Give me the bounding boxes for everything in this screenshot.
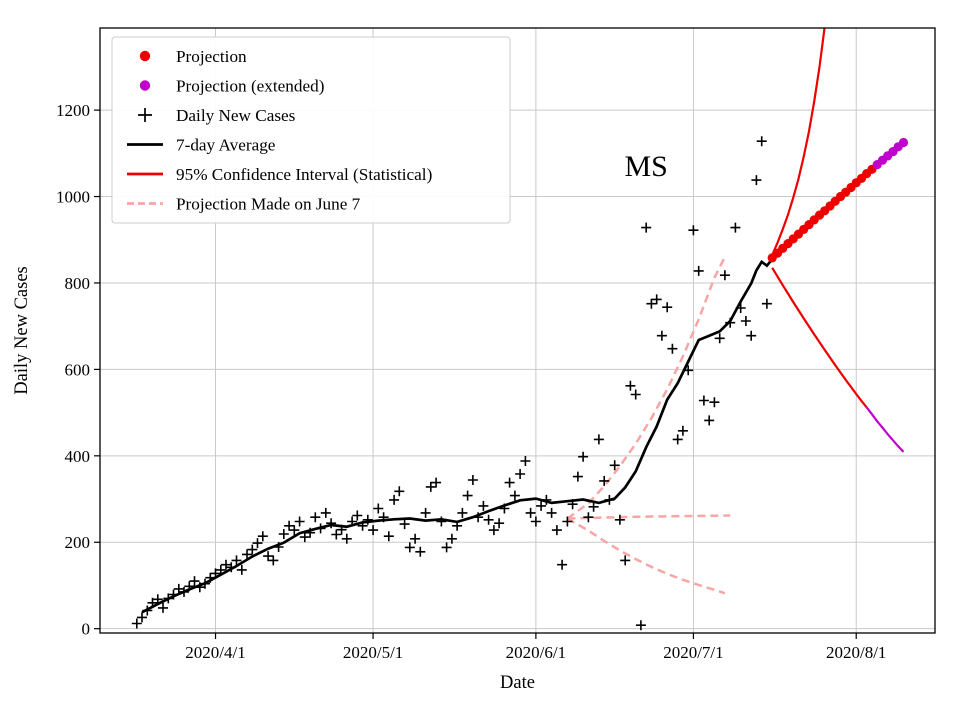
series-june7-projection-upper: [566, 256, 727, 520]
series-daily-new-cases: [131, 136, 772, 631]
x-axis-label: Date: [500, 673, 535, 693]
legend: Projection Projection (extended) Daily New…: [111, 36, 511, 224]
y-tick-label: 1200: [56, 101, 90, 120]
x-tick-label: 2020/8/1: [826, 643, 886, 662]
legend-item: Projection (extended): [139, 77, 324, 96]
legend-plus-marker: [138, 108, 152, 122]
legend-label: Projection (extended): [176, 77, 324, 96]
series-seven-day-average: [141, 258, 774, 614]
series-projection-extended: [872, 137, 909, 170]
series-layer: [131, 28, 909, 631]
y-tick-label: 800: [65, 274, 91, 293]
legend-label: Projection Made on June 7: [176, 195, 361, 214]
y-tick-label: 1000: [56, 187, 90, 206]
legend-item: Projection: [139, 47, 247, 66]
legend-label: Projection: [176, 47, 247, 66]
x-tick-label: 2020/4/1: [185, 643, 245, 662]
series-june7-projection-middle: [567, 514, 731, 520]
grid: [100, 28, 935, 633]
legend-label: 95% Confidence Interval (Statistical): [176, 165, 432, 184]
series-ci-lower: [771, 267, 868, 409]
series-june7-projection-lower: [566, 517, 726, 595]
legend-dot-marker: [139, 50, 151, 62]
series-ci-lower-extended: [865, 406, 905, 453]
series-projection: [767, 164, 877, 263]
legend-label: Daily New Cases: [176, 106, 296, 125]
legend-item: 95% Confidence Interval (Statistical): [127, 165, 432, 184]
legend-box: [111, 36, 511, 224]
plot-frame: [99, 27, 936, 634]
axes: 2020/4/1 2020/5/1 2020/6/1 2020/7/1 2020/8/1…: [12, 101, 886, 693]
state-annotation: MS: [624, 150, 667, 183]
y-tick-label: 400: [65, 447, 91, 466]
x-tick-label: 2020/7/1: [663, 643, 723, 662]
legend-item: 7-day Average: [127, 136, 276, 155]
legend-label: 7-day Average: [176, 136, 276, 155]
legend-dot-marker: [139, 80, 151, 91]
x-tick-label: 2020/5/1: [343, 643, 403, 662]
series-ci-upper: [771, 28, 826, 256]
y-tick-label: 0: [82, 620, 91, 639]
y-tick-label: 600: [65, 360, 91, 379]
x-tick-label: 2020/6/1: [506, 643, 566, 662]
legend-item: Daily New Cases: [138, 106, 296, 125]
y-axis-label: Daily New Cases: [12, 266, 32, 394]
legend-item: Projection Made on June 7: [127, 195, 361, 214]
y-tick-label: 200: [65, 533, 91, 552]
